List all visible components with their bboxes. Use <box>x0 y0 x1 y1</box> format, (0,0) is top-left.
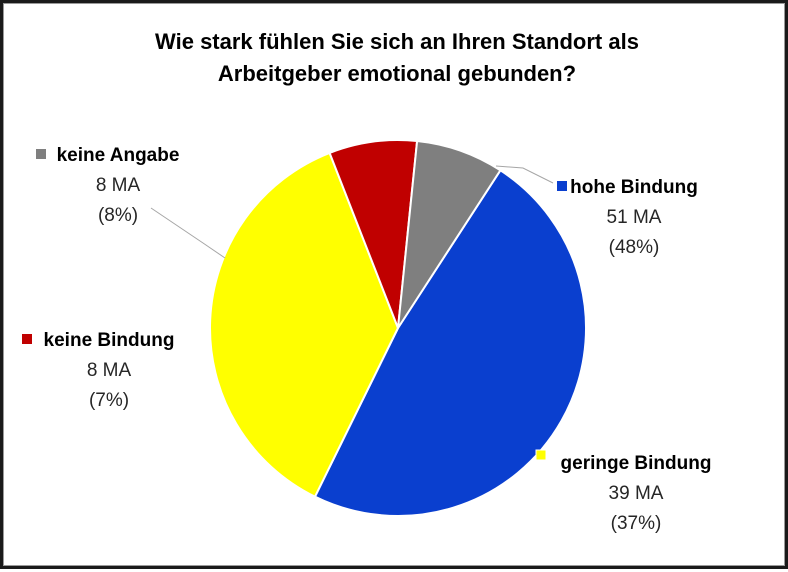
data-label-name-geringe-bindung: geringe Bindung <box>561 453 712 474</box>
data-label-percent-geringe-bindung: (37%) <box>611 513 662 534</box>
leader-line-hohe-bindung <box>495 165 554 184</box>
data-label-percent-hohe-bindung: (48%) <box>609 237 660 258</box>
data-label-count-geringe-bindung: 39 MA <box>609 483 664 504</box>
legend-marker-keine-bindung <box>22 334 32 344</box>
legend-marker-hohe-bindung <box>557 181 567 191</box>
data-label-name-keine-angabe: keine Angabe <box>57 145 180 166</box>
data-label-percent-keine-bindung: (7%) <box>89 390 129 411</box>
data-label-count-keine-bindung: 8 MA <box>87 360 132 381</box>
data-label-name-hohe-bindung: hohe Bindung <box>570 177 698 198</box>
chart-title-line-2: Arbeitgeber emotional gebunden? <box>218 61 576 86</box>
pie-slice-hohe-bindung <box>313 168 587 517</box>
pie-slices <box>209 139 587 517</box>
data-label-percent-keine-angabe: (8%) <box>98 205 138 226</box>
legend-marker-geringe-bindung <box>535 449 547 461</box>
pie-slice-keine-angabe <box>397 139 502 329</box>
leader-lines <box>150 165 554 259</box>
legend-marker-keine-angabe <box>36 149 46 159</box>
leader-line-keine-angabe <box>150 207 226 259</box>
data-labels: hohe Bindung 51 MA (48%) geringe Bindung 39 … <box>22 145 711 534</box>
pie-chart: Wie stark fühlen Sie sich an Ihren Stand… <box>22 29 711 534</box>
data-label-count-hohe-bindung: 51 MA <box>607 207 662 228</box>
data-label-count-keine-angabe: 8 MA <box>96 175 141 196</box>
chart-title-line-1: Wie stark fühlen Sie sich an Ihren Stand… <box>155 29 639 54</box>
pie-slice-geringe-bindung <box>209 151 400 499</box>
data-label-name-keine-bindung: keine Bindung <box>44 330 175 351</box>
